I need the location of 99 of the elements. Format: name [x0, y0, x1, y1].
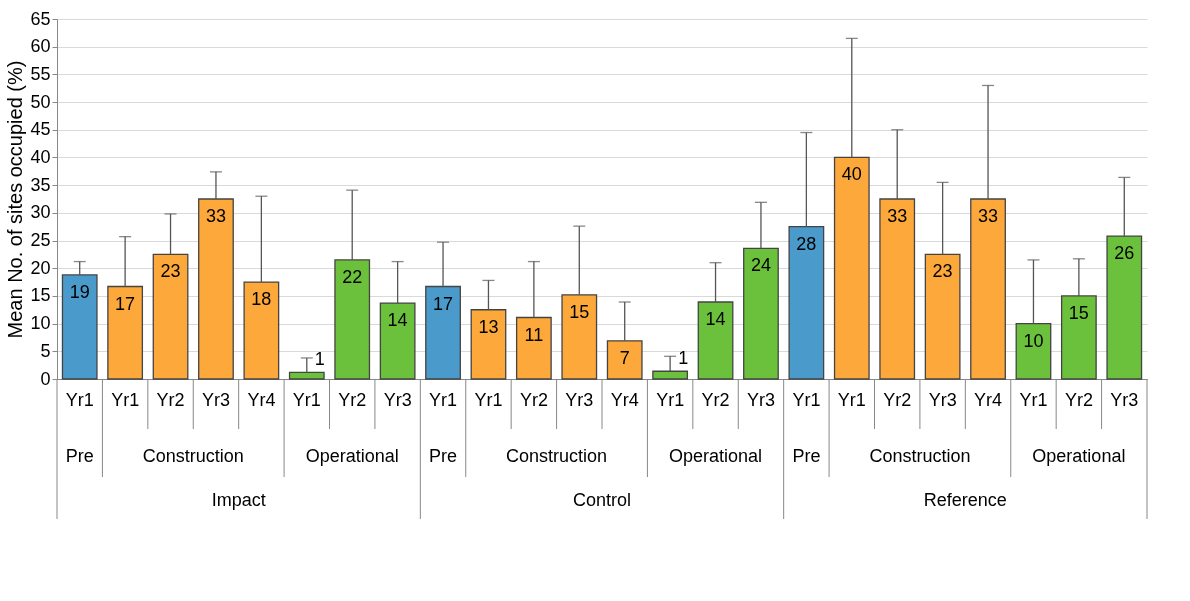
- bar: [470, 309, 507, 380]
- data-label: 11: [524, 324, 544, 345]
- x-tick-label: Yr3: [201, 389, 230, 410]
- text: Construction: [869, 446, 971, 466]
- bar: [1015, 322, 1052, 380]
- x-tick-label: Yr1: [656, 389, 685, 410]
- y-tick-label: 15: [30, 285, 51, 306]
- text: Pre: [429, 446, 458, 466]
- y-tick-label: 20: [30, 257, 51, 278]
- text: Operational: [669, 446, 763, 466]
- bar: [243, 281, 280, 380]
- bar: [515, 316, 552, 380]
- data-label: 14: [705, 309, 726, 330]
- y-tick-label: 60: [30, 36, 51, 57]
- x-tick-label: Yr2: [338, 389, 367, 410]
- data-label: 14: [387, 310, 408, 331]
- data-label: 15: [1068, 302, 1089, 323]
- x-tick-label: Yr1: [1019, 389, 1048, 410]
- bar: [334, 259, 371, 380]
- bar: [379, 302, 416, 380]
- data-label: 1: [314, 349, 325, 370]
- y-tick-label: 55: [30, 63, 51, 84]
- x-tick-label: Yr1: [65, 389, 94, 410]
- bar: [606, 340, 643, 380]
- bar: [970, 198, 1006, 380]
- data-label: 13: [478, 316, 499, 337]
- bar: [879, 198, 916, 380]
- data-label: 10: [1023, 330, 1044, 351]
- y-tick-label: 45: [30, 119, 51, 140]
- x-tick-label: Yr3: [383, 389, 412, 410]
- x-tick-label: Yr2: [701, 389, 730, 410]
- x-tick-label: Yr3: [746, 389, 775, 410]
- text: Impact: [211, 490, 266, 510]
- x-tick-label: Yr3: [1110, 389, 1139, 410]
- y-tick-label: 0: [40, 368, 51, 389]
- data-label: 40: [841, 164, 862, 185]
- bar: [152, 253, 189, 380]
- y-axis-title: Mean No. of sites occupied (%): [4, 60, 27, 339]
- text: Operational: [305, 446, 399, 466]
- text: Pre: [65, 446, 94, 466]
- x-tick-label: Yr2: [156, 389, 185, 410]
- data-label: 15: [569, 301, 590, 322]
- y-tick-label: 5: [40, 340, 51, 361]
- text: Construction: [142, 446, 244, 466]
- data-label: 26: [1114, 243, 1135, 264]
- data-label: 7: [619, 347, 630, 368]
- x-tick-label: Yr2: [519, 389, 548, 410]
- y-tick-label: 65: [30, 8, 51, 29]
- bar: [198, 198, 234, 380]
- data-label: 33: [205, 206, 226, 226]
- x-tick-label: Yr1: [111, 389, 140, 410]
- x-tick-label: Yr4: [610, 389, 639, 410]
- text: Operational: [1032, 446, 1126, 466]
- data-label: 28: [796, 233, 817, 254]
- bar: [1060, 295, 1097, 380]
- y-tick-label: 25: [30, 230, 51, 251]
- x-tick-label: Yr1: [292, 389, 321, 410]
- bar: [288, 371, 325, 380]
- bar: [697, 301, 734, 380]
- bar: [425, 285, 461, 380]
- y-tick-label: 40: [30, 146, 51, 167]
- x-tick-label: Yr4: [974, 389, 1003, 410]
- data-label: 23: [160, 261, 181, 282]
- x-tick-label: Yr1: [792, 389, 821, 410]
- x-tick-label: Yr3: [928, 389, 957, 410]
- bar: [924, 253, 961, 380]
- x-tick-label: Yr2: [1064, 389, 1093, 410]
- data-label: 18: [251, 289, 272, 310]
- bar: [61, 274, 98, 380]
- text: Construction: [506, 446, 608, 466]
- bar: [652, 370, 689, 380]
- data-label: 17: [433, 293, 454, 314]
- x-tick-label: Yr1: [837, 389, 866, 410]
- bar: [1106, 235, 1143, 380]
- text: Reference: [923, 490, 1007, 510]
- y-tick-label: 10: [30, 313, 51, 334]
- data-label: 33: [978, 206, 999, 226]
- data-label: 33: [887, 206, 908, 226]
- x-tick-label: Yr1: [429, 389, 458, 410]
- data-label: 1: [678, 348, 689, 369]
- bar: [788, 226, 825, 380]
- data-label: 24: [750, 255, 771, 276]
- data-label: 19: [69, 281, 90, 302]
- data-label: 17: [115, 293, 136, 314]
- data-label: 22: [342, 266, 363, 287]
- text: Pre: [792, 446, 821, 466]
- data-label: 23: [932, 261, 953, 282]
- x-tick-label: Yr4: [247, 389, 276, 410]
- x-tick-label: Yr3: [565, 389, 594, 410]
- text: Control: [572, 490, 632, 510]
- y-tick-label: 50: [30, 91, 51, 112]
- bar: [743, 247, 779, 380]
- x-tick-label: Yr2: [883, 389, 912, 410]
- bar: [561, 294, 598, 380]
- x-tick-label: Yr1: [474, 389, 503, 410]
- y-tick-label: 30: [30, 202, 51, 223]
- bar: [833, 156, 870, 380]
- bar: [107, 285, 144, 380]
- y-tick-label: 35: [30, 174, 51, 195]
